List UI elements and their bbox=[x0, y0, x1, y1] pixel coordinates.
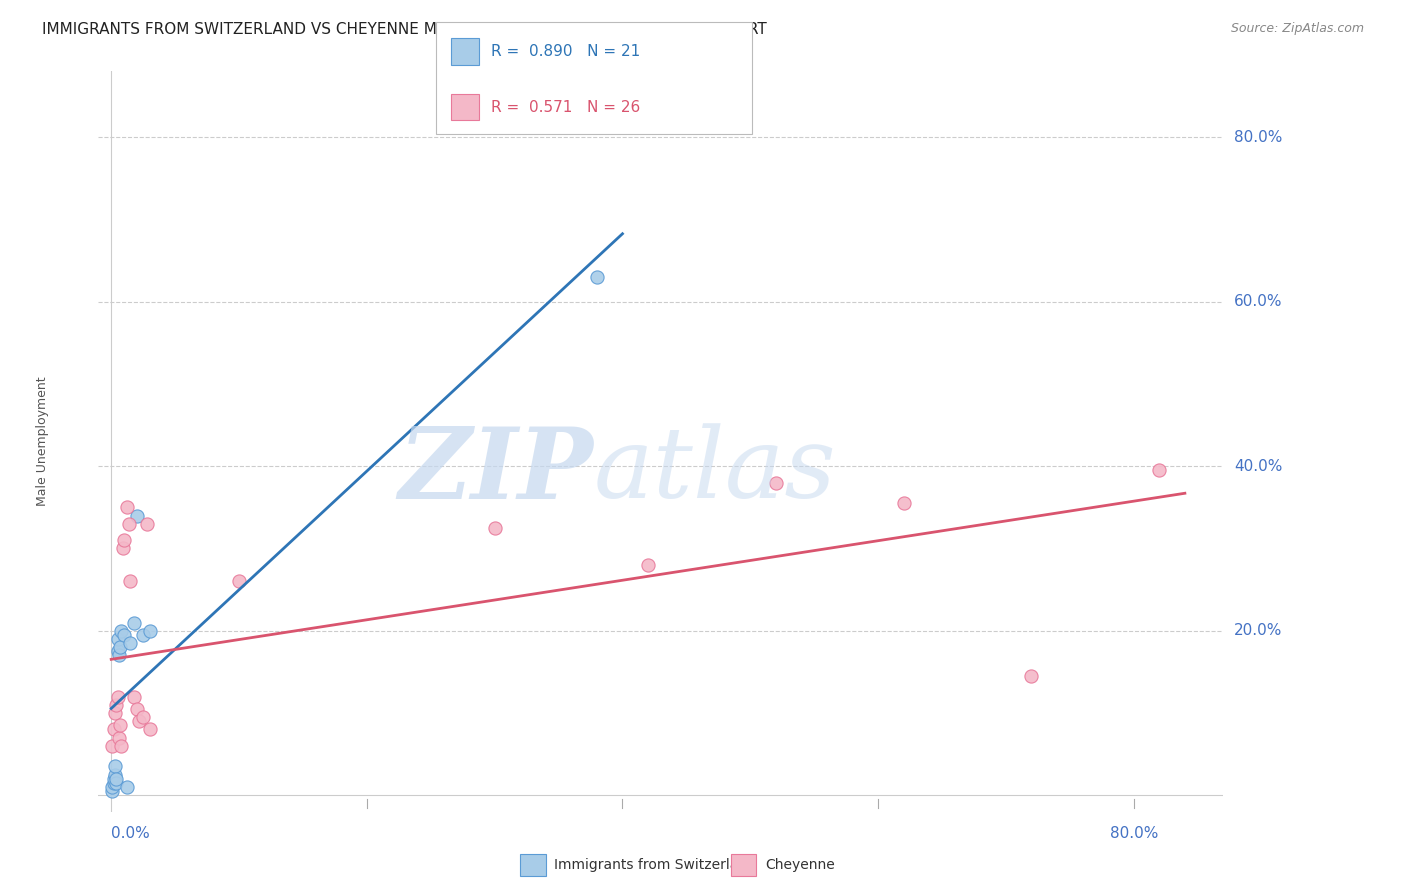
Text: ZIP: ZIP bbox=[398, 423, 593, 519]
Text: 0.0%: 0.0% bbox=[111, 826, 150, 841]
Point bbox=[118, 516, 141, 531]
Text: 80.0%: 80.0% bbox=[1234, 129, 1282, 145]
Text: 40.0%: 40.0% bbox=[1234, 458, 1282, 474]
Point bbox=[108, 731, 131, 745]
Point bbox=[104, 759, 127, 773]
Point bbox=[120, 636, 142, 650]
Text: 60.0%: 60.0% bbox=[1234, 294, 1282, 310]
Point bbox=[111, 541, 134, 556]
Point bbox=[586, 270, 609, 285]
Point bbox=[112, 628, 135, 642]
Point bbox=[110, 624, 132, 638]
Point bbox=[105, 776, 128, 790]
Point bbox=[108, 640, 131, 655]
Point bbox=[103, 776, 125, 790]
Point bbox=[122, 690, 145, 704]
Point bbox=[1149, 463, 1171, 477]
Point bbox=[107, 632, 129, 646]
Point bbox=[115, 500, 138, 515]
Text: IMMIGRANTS FROM SWITZERLAND VS CHEYENNE MALE UNEMPLOYMENT CORRELATION CHART: IMMIGRANTS FROM SWITZERLAND VS CHEYENNE … bbox=[42, 22, 766, 37]
Point bbox=[138, 624, 160, 638]
Point bbox=[138, 723, 160, 737]
Point bbox=[120, 574, 142, 589]
Point bbox=[136, 516, 159, 531]
Point bbox=[128, 714, 150, 729]
Point bbox=[228, 574, 250, 589]
Point bbox=[101, 780, 124, 794]
Point bbox=[112, 533, 135, 548]
Point bbox=[115, 780, 138, 794]
Text: atlas: atlas bbox=[593, 424, 837, 519]
Point bbox=[132, 710, 155, 724]
Point bbox=[101, 739, 124, 753]
Point bbox=[103, 723, 125, 737]
Point bbox=[122, 615, 145, 630]
Point bbox=[484, 521, 506, 535]
Point bbox=[105, 772, 128, 786]
Point bbox=[110, 739, 132, 753]
Point bbox=[125, 508, 148, 523]
Point bbox=[101, 784, 124, 798]
Text: R =  0.890   N = 21: R = 0.890 N = 21 bbox=[491, 45, 640, 59]
Text: Immigrants from Switzerland: Immigrants from Switzerland bbox=[554, 858, 756, 872]
Text: Male Unemployment: Male Unemployment bbox=[35, 376, 49, 507]
Point bbox=[107, 690, 129, 704]
Point bbox=[132, 628, 155, 642]
Text: R =  0.571   N = 26: R = 0.571 N = 26 bbox=[491, 100, 640, 114]
Text: Source: ZipAtlas.com: Source: ZipAtlas.com bbox=[1230, 22, 1364, 36]
Text: 80.0%: 80.0% bbox=[1109, 826, 1159, 841]
Point bbox=[104, 706, 127, 720]
Point bbox=[105, 698, 128, 712]
Point bbox=[107, 644, 129, 658]
Point bbox=[108, 718, 131, 732]
Point bbox=[104, 767, 127, 781]
Point bbox=[125, 702, 148, 716]
Point bbox=[103, 772, 125, 786]
Point bbox=[637, 558, 659, 572]
Point bbox=[765, 475, 787, 490]
Point bbox=[1021, 669, 1043, 683]
Text: 20.0%: 20.0% bbox=[1234, 624, 1282, 639]
Point bbox=[108, 648, 131, 663]
Text: Cheyenne: Cheyenne bbox=[765, 858, 835, 872]
Point bbox=[893, 496, 915, 510]
